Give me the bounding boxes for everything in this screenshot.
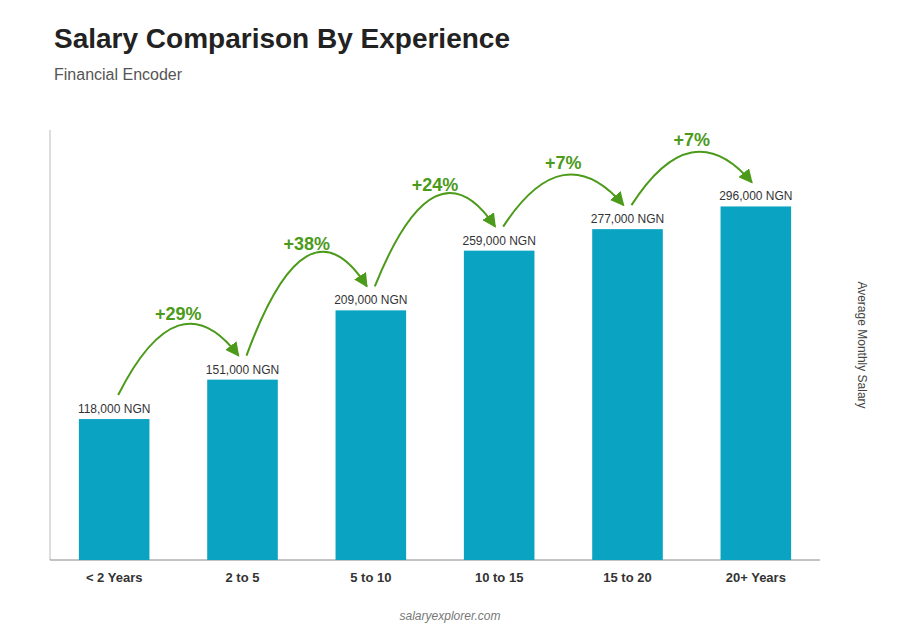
data-label: 151,000 NGN xyxy=(206,363,279,377)
change-label: +7% xyxy=(673,130,710,150)
bar xyxy=(336,310,407,560)
y-axis-line xyxy=(50,130,51,560)
chart: Salary Comparison By Experience Financial… xyxy=(0,0,900,641)
chart-container: Salary Comparison By Experience Financial… xyxy=(0,0,900,641)
change-label: +24% xyxy=(412,175,459,195)
change-arrow xyxy=(118,324,238,395)
x-tick-label: 20+ Years xyxy=(726,570,786,585)
bar xyxy=(592,229,663,560)
change-label: +29% xyxy=(155,304,202,324)
x-tick-label: 5 to 10 xyxy=(350,570,391,585)
data-label: 259,000 NGN xyxy=(462,234,535,248)
data-label: 277,000 NGN xyxy=(591,212,664,226)
data-label: 296,000 NGN xyxy=(719,189,792,203)
change-label: +7% xyxy=(545,153,582,173)
title: Salary Comparison By Experience xyxy=(54,23,510,54)
y-axis-label: Average Monthly Salary xyxy=(855,281,869,408)
change-arrow xyxy=(375,193,495,286)
change-arrow xyxy=(247,252,367,356)
change-arrow xyxy=(503,174,623,226)
x-tick-label: < 2 Years xyxy=(86,570,143,585)
bar xyxy=(207,380,278,560)
watermark: salaryexplorer.com xyxy=(400,609,501,623)
x-tick-label: 15 to 20 xyxy=(603,570,651,585)
data-label: 118,000 NGN xyxy=(78,402,151,416)
change-label: +38% xyxy=(283,234,330,254)
subtitle: Financial Encoder xyxy=(54,66,183,83)
x-axis-line xyxy=(50,560,820,561)
x-tick-label: 10 to 15 xyxy=(475,570,523,585)
bars xyxy=(79,206,791,560)
bar xyxy=(464,251,535,560)
bar xyxy=(721,206,792,560)
data-label: 209,000 NGN xyxy=(334,293,407,307)
bar xyxy=(79,419,150,560)
change-arrow xyxy=(632,152,752,205)
x-tick-label: 2 to 5 xyxy=(226,570,260,585)
